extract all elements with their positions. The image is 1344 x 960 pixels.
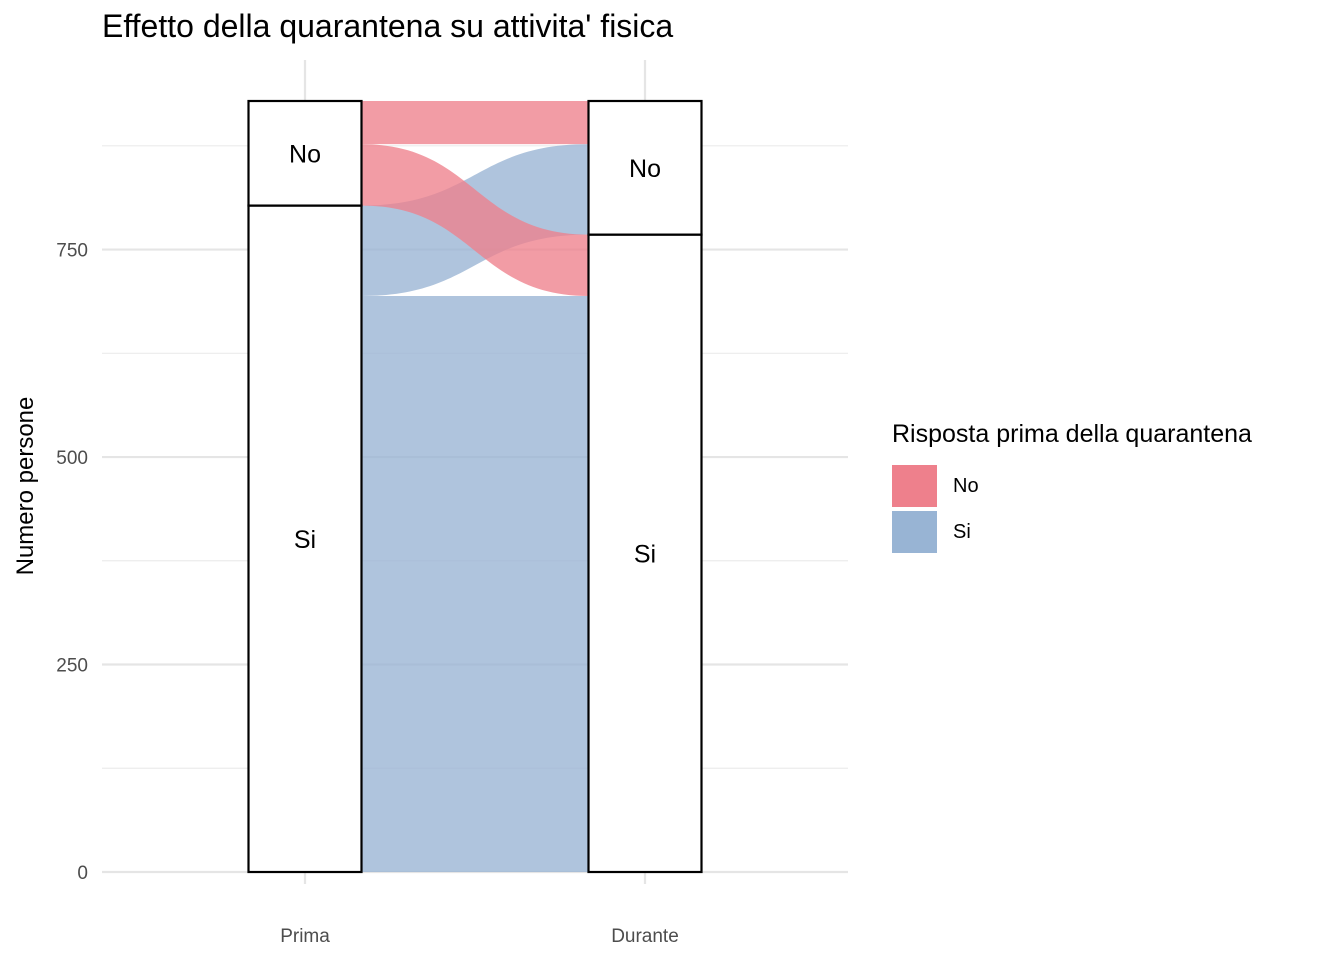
legend-title: Risposta prima della quarantena	[892, 420, 1252, 448]
legend-label: No	[953, 474, 979, 497]
flows	[361, 101, 589, 872]
legend-item: No	[892, 463, 1252, 509]
stratum-label: Si	[634, 540, 656, 568]
legend-swatch	[892, 465, 937, 507]
y-tick-label: 250	[56, 656, 88, 677]
stratum-label: No	[289, 140, 321, 168]
x-tick-label: Durante	[611, 926, 679, 947]
flow-no-to-si	[361, 144, 589, 297]
axis-ticks: 0 250 500 750 Prima Durante	[56, 241, 679, 947]
stratum-prima-no	[247, 99, 363, 207]
stratum-durante-si	[587, 233, 703, 874]
flow-si-to-si	[361, 296, 589, 872]
legend: Risposta prima della quarantena No Si	[892, 420, 1252, 555]
x-tick-label: Prima	[280, 926, 330, 947]
legend-item: Si	[892, 509, 1252, 555]
legend-label: Si	[953, 520, 971, 543]
stratum-label: Si	[294, 526, 316, 554]
legend-swatch	[892, 511, 937, 553]
stratum-durante-no	[587, 99, 703, 236]
legend-items: No Si	[892, 463, 1252, 555]
chart-title: Effetto della quarantena su attivita' fi…	[102, 8, 674, 44]
stratum-label: No	[629, 155, 661, 183]
flow-no-to-no	[361, 101, 589, 145]
stratum-prima-si	[247, 204, 363, 874]
y-tick-label: 500	[56, 448, 88, 469]
y-tick-label: 0	[77, 863, 88, 884]
y-tick-label: 750	[56, 241, 88, 262]
strata: Si No Si No	[247, 99, 703, 874]
